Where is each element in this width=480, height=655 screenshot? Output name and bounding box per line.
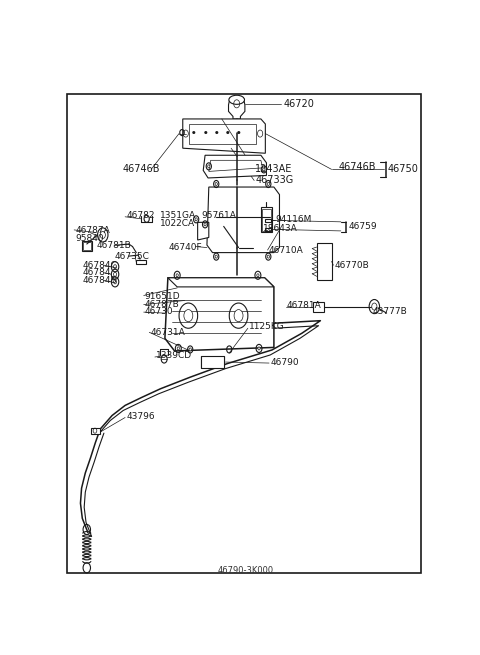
Circle shape (263, 168, 265, 171)
Text: 46710A: 46710A (268, 246, 303, 255)
Text: 46759: 46759 (348, 222, 377, 231)
Polygon shape (209, 160, 263, 172)
Polygon shape (207, 187, 279, 253)
Circle shape (114, 265, 117, 269)
Circle shape (208, 165, 210, 168)
Circle shape (234, 310, 243, 322)
Text: 46782: 46782 (126, 212, 155, 220)
Circle shape (204, 223, 206, 226)
Text: 46740F: 46740F (169, 243, 203, 252)
Circle shape (114, 272, 117, 276)
Polygon shape (183, 119, 265, 153)
Text: 46787B: 46787B (145, 299, 180, 309)
Circle shape (372, 303, 377, 310)
Text: 46784B: 46784B (83, 276, 117, 285)
Text: 46733G: 46733G (255, 176, 294, 185)
Text: 46746B: 46746B (122, 164, 160, 174)
Bar (83, 241, 92, 251)
Text: 46784C: 46784C (83, 261, 117, 270)
Text: ●: ● (215, 131, 218, 135)
Circle shape (258, 347, 260, 350)
Text: 46720: 46720 (283, 99, 314, 109)
Text: 43777B: 43777B (372, 307, 407, 316)
Circle shape (215, 183, 217, 185)
Text: 1022CA: 1022CA (160, 219, 195, 229)
Text: ●: ● (192, 131, 196, 135)
Text: 95840: 95840 (76, 234, 104, 243)
Text: 46790-3K000: 46790-3K000 (218, 566, 274, 575)
Polygon shape (91, 428, 100, 434)
Bar (262, 209, 271, 231)
Text: 46735C: 46735C (115, 252, 150, 261)
Text: 46781B: 46781B (96, 240, 131, 250)
Text: 46784: 46784 (83, 269, 111, 277)
Polygon shape (265, 219, 271, 222)
Ellipse shape (229, 95, 244, 104)
Text: 1243AE: 1243AE (255, 164, 293, 174)
Polygon shape (136, 260, 145, 264)
Bar (190, 124, 256, 144)
Circle shape (257, 274, 259, 277)
Circle shape (267, 183, 269, 185)
Circle shape (267, 255, 269, 258)
Text: ●: ● (226, 131, 229, 135)
Text: 46746B: 46746B (339, 162, 376, 172)
Text: 95761A: 95761A (202, 212, 236, 220)
Text: 1339CD: 1339CD (156, 352, 192, 360)
Text: 94116M: 94116M (276, 215, 312, 224)
Text: 46781A: 46781A (287, 301, 322, 310)
Polygon shape (317, 242, 332, 280)
Polygon shape (165, 278, 274, 351)
Text: 46750: 46750 (387, 164, 418, 174)
Text: ●: ● (203, 131, 207, 135)
Circle shape (189, 348, 192, 351)
Polygon shape (168, 278, 274, 287)
Bar (313, 301, 324, 312)
Polygon shape (203, 155, 266, 178)
Text: 46787A: 46787A (76, 226, 110, 235)
Circle shape (215, 255, 217, 258)
Text: 46730: 46730 (145, 307, 173, 316)
Polygon shape (198, 222, 209, 240)
Text: 46790: 46790 (270, 358, 299, 367)
Text: 18643A: 18643A (263, 224, 298, 233)
Polygon shape (228, 98, 245, 119)
Circle shape (184, 310, 193, 322)
Text: 91651D: 91651D (145, 292, 180, 301)
Circle shape (195, 218, 197, 221)
Circle shape (177, 347, 180, 350)
Polygon shape (265, 228, 271, 231)
Text: 43796: 43796 (126, 412, 155, 421)
Bar (261, 207, 272, 233)
Bar (202, 356, 224, 368)
Text: 46731A: 46731A (150, 328, 185, 337)
Text: 1351GA: 1351GA (160, 212, 196, 220)
Text: 1125KG: 1125KG (249, 322, 285, 331)
Circle shape (176, 274, 178, 277)
Circle shape (114, 280, 117, 284)
Text: ●: ● (237, 131, 240, 135)
Text: 46770B: 46770B (335, 261, 369, 270)
Bar (84, 242, 91, 250)
